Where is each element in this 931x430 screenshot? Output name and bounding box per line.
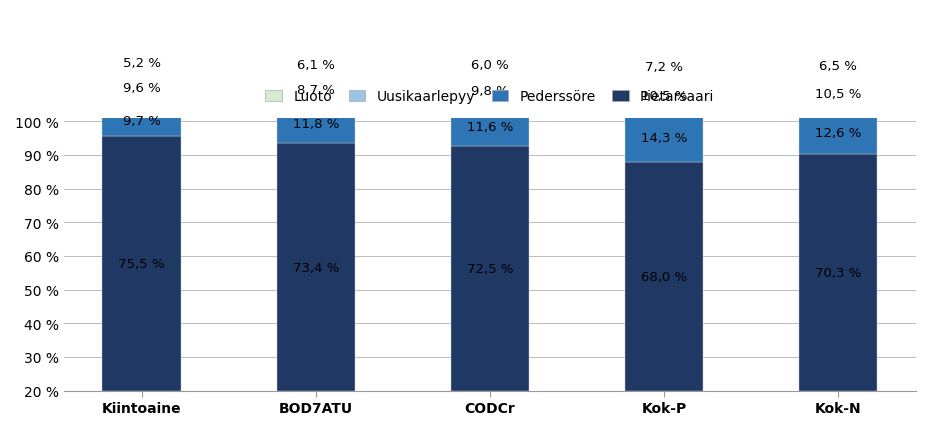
Bar: [625, 79, 703, 114]
Text: 72,5 %: 72,5 %: [466, 262, 513, 275]
Bar: [277, 75, 355, 104]
Bar: [799, 77, 877, 112]
Bar: [277, 104, 355, 144]
Bar: [102, 137, 181, 391]
Text: 6,0 %: 6,0 %: [471, 58, 508, 72]
Bar: [102, 104, 181, 137]
Text: 11,6 %: 11,6 %: [466, 121, 513, 134]
Text: 68,0 %: 68,0 %: [641, 270, 687, 283]
Bar: [799, 55, 877, 77]
Bar: [451, 55, 529, 75]
Text: 10,5 %: 10,5 %: [641, 90, 687, 103]
Bar: [625, 114, 703, 162]
Text: 12,6 %: 12,6 %: [815, 127, 861, 140]
Text: 70,3 %: 70,3 %: [815, 266, 861, 279]
Bar: [277, 55, 355, 75]
Bar: [102, 55, 181, 72]
Text: 6,5 %: 6,5 %: [819, 59, 857, 73]
Text: 6,1 %: 6,1 %: [297, 58, 335, 71]
Text: 10,5 %: 10,5 %: [815, 88, 861, 101]
Text: 9,7 %: 9,7 %: [123, 114, 160, 127]
Text: 8,7 %: 8,7 %: [297, 83, 335, 96]
Text: 11,8 %: 11,8 %: [292, 118, 339, 131]
Bar: [625, 162, 703, 391]
Bar: [277, 144, 355, 391]
Legend: Luoto, Uusikaarlepyy, Pederssöre, Pietarsaari: Luoto, Uusikaarlepyy, Pederssöre, Pietar…: [260, 85, 720, 110]
Text: 75,5 %: 75,5 %: [118, 258, 165, 270]
Bar: [799, 112, 877, 154]
Text: 9,8 %: 9,8 %: [471, 85, 508, 98]
Bar: [799, 154, 877, 391]
Text: 5,2 %: 5,2 %: [123, 57, 161, 70]
Text: 9,6 %: 9,6 %: [123, 82, 160, 95]
Bar: [451, 75, 529, 108]
Text: 73,4 %: 73,4 %: [292, 261, 339, 274]
Text: 14,3 %: 14,3 %: [641, 132, 687, 145]
Bar: [102, 72, 181, 104]
Bar: [451, 147, 529, 391]
Bar: [451, 108, 529, 147]
Text: 7,2 %: 7,2 %: [645, 60, 683, 74]
Bar: [625, 55, 703, 79]
